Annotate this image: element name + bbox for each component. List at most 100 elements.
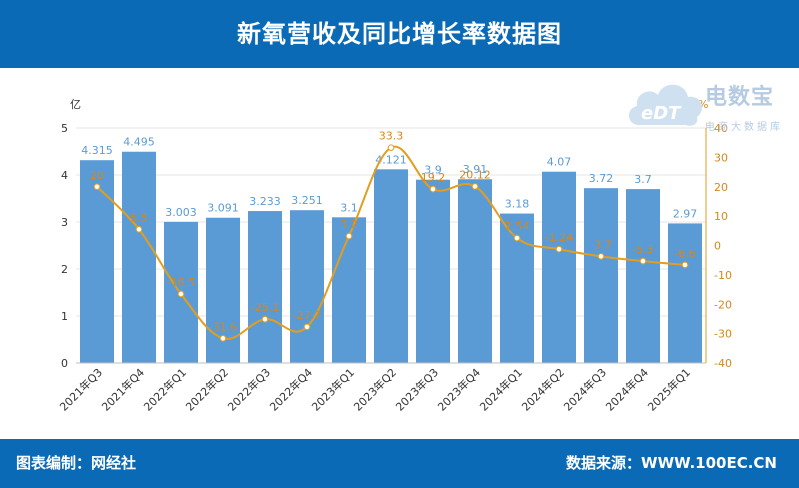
left-tick-label: 5 xyxy=(61,122,68,135)
bar-value-label: 2.97 xyxy=(673,207,698,220)
x-tick-label: 2022年Q2 xyxy=(183,365,232,414)
right-tick-label: 10 xyxy=(714,210,728,223)
growth-point xyxy=(513,234,521,242)
footer-source: 数据来源：WWW.100EC.CN xyxy=(566,454,777,472)
growth-point xyxy=(345,232,353,240)
logo-badge: eDT xyxy=(641,103,681,124)
growth-point xyxy=(261,315,269,323)
bar-value-label: 3.9 xyxy=(424,164,442,177)
footer-bar: 图表编制：网经社 数据来源：WWW.100EC.CN xyxy=(0,439,799,488)
bar-value-label: 3.233 xyxy=(249,195,281,208)
growth-value-label: -31.6 xyxy=(209,320,237,333)
growth-point xyxy=(303,323,311,331)
growth-value-label: -16.5 xyxy=(167,276,195,289)
growth-line xyxy=(96,145,686,340)
x-tick-label: 2023年Q4 xyxy=(435,365,484,414)
bar-value-label: 3.1 xyxy=(340,201,358,214)
growth-point xyxy=(219,335,227,342)
bar-value-label: 3.091 xyxy=(207,202,239,215)
growth-value-label: -6.6 xyxy=(674,247,695,260)
x-tick-label: 2021年Q4 xyxy=(99,365,148,414)
bar xyxy=(248,211,282,363)
chart-title: 新氧营收及同比增长率数据图 xyxy=(237,20,562,48)
growth-point xyxy=(177,290,185,298)
growth-value-label: -1.24 xyxy=(545,231,573,244)
logo-name: 电数宝 xyxy=(705,85,775,110)
x-tick-label: 2022年Q1 xyxy=(141,365,190,414)
growth-point xyxy=(639,257,647,265)
growth-value-label: -3.7 xyxy=(590,238,611,251)
x-tick-label: 2023年Q3 xyxy=(393,365,442,414)
x-tick-label: 2024年Q4 xyxy=(603,365,652,414)
bar xyxy=(332,217,366,363)
right-tick-label: -10 xyxy=(714,269,732,282)
growth-point xyxy=(681,261,689,269)
cloud-logo-icon xyxy=(628,84,703,126)
growth-value-label: 19.2 xyxy=(421,171,446,184)
bar-value-label: 3.003 xyxy=(165,206,197,219)
bar xyxy=(374,169,408,363)
x-tick-label: 2024年Q2 xyxy=(519,365,568,414)
growth-point xyxy=(387,144,395,151)
logo: eDT 电数宝 电商大数据库 xyxy=(625,75,790,137)
growth-value-label: 33.3 xyxy=(379,130,404,143)
growth-value-label: -27.7 xyxy=(293,309,321,322)
right-tick-label: -20 xyxy=(714,298,732,311)
left-axis-unit: 亿 xyxy=(70,98,81,111)
header-bar xyxy=(0,0,799,68)
bar xyxy=(584,188,618,363)
chart-plot: 0 1 2 3 4 5亿 -40 -30 -20 -10 0 10 20 30 40% 4.315 4.495 3… xyxy=(57,98,732,414)
left-tick-label: 2 xyxy=(61,263,68,276)
left-tick-label: 3 xyxy=(61,216,68,229)
growth-value-label: -5.3 xyxy=(632,243,653,256)
bar xyxy=(122,151,156,363)
x-tick-label: 2024年Q1 xyxy=(477,365,526,414)
x-tick-label: 2023年Q1 xyxy=(309,365,358,414)
left-tick-label: 0 xyxy=(61,357,68,370)
bar xyxy=(542,171,576,363)
growth-point xyxy=(429,185,437,193)
right-tick-label: 30 xyxy=(714,151,728,164)
growth-point xyxy=(555,245,563,253)
logo-subtitle: 电商大数据库 xyxy=(705,122,783,133)
x-tick-label: 2021年Q3 xyxy=(57,365,106,414)
growth-point xyxy=(93,183,101,191)
right-axis-unit: % xyxy=(698,98,708,111)
bar-value-label: 4.315 xyxy=(81,144,113,157)
x-tick-label: 2023年Q2 xyxy=(351,365,400,414)
right-tick-label: 40 xyxy=(714,122,728,135)
growth-value-label: 2.54 xyxy=(505,220,530,233)
bar-value-label: 4.07 xyxy=(547,156,572,169)
left-tick-label: 4 xyxy=(61,169,68,182)
footer-editor: 图表编制：网经社 xyxy=(16,454,137,472)
bar xyxy=(458,179,492,363)
bar-value-label: 3.91 xyxy=(463,163,488,176)
growth-point xyxy=(471,183,479,190)
bar xyxy=(290,210,324,363)
x-tick-label: 2025年Q1 xyxy=(645,365,694,414)
bar xyxy=(80,160,114,363)
x-tick-label: 2024年Q3 xyxy=(561,365,610,414)
bar xyxy=(668,223,702,363)
growth-value-label: -25.1 xyxy=(251,301,279,314)
bar xyxy=(416,179,450,363)
bar-value-label: 3.251 xyxy=(291,194,323,207)
bar xyxy=(626,189,660,363)
right-tick-label: -40 xyxy=(714,357,732,370)
growth-value-label: 5.5 xyxy=(130,211,148,224)
bar-value-label: 3.72 xyxy=(589,172,614,185)
bar-value-label: 4.495 xyxy=(123,136,155,149)
growth-value-label: 20.12 xyxy=(459,168,491,181)
x-tick-label: 2022年Q3 xyxy=(225,365,274,414)
right-tick-label: -30 xyxy=(714,328,732,341)
left-tick-label: 1 xyxy=(61,310,68,323)
growth-point xyxy=(135,226,143,233)
right-tick-label: 20 xyxy=(714,181,728,194)
growth-point xyxy=(597,253,605,260)
x-tick-label: 2022年Q4 xyxy=(267,365,316,414)
bar-value-label: 3.18 xyxy=(505,198,530,211)
growth-value-label: 20 xyxy=(90,169,104,182)
right-tick-label: 0 xyxy=(714,240,721,253)
growth-value-label: 3.2 xyxy=(340,218,358,231)
